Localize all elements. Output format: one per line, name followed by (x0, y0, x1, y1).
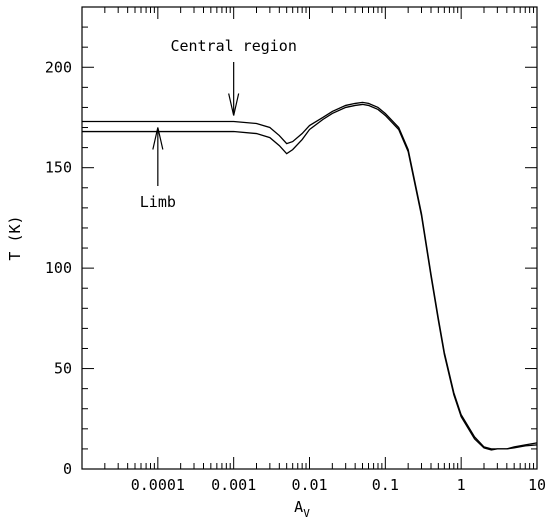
x-tick-label: 0.1 (372, 476, 399, 494)
plot-frame (81, 6, 538, 470)
series-line-2 (82, 103, 538, 451)
y-tick-label: 0 (63, 460, 72, 478)
x-tick-label: 0.001 (211, 476, 256, 494)
x-axis-label-subscript: V (303, 507, 310, 520)
y-tick-label: 150 (45, 159, 72, 177)
y-tick-label: 50 (54, 360, 72, 378)
series-layer (82, 101, 538, 451)
central-region-label: Central region (170, 37, 296, 55)
x-tick-label: 1 (457, 476, 466, 494)
y-axis-label: T (K) (6, 215, 24, 260)
axes-frame (81, 6, 538, 470)
central-region-arrowhead (228, 93, 240, 116)
x-axis-label: AV (294, 498, 310, 520)
y-tick-label: 100 (45, 259, 72, 277)
x-tick-label: 0.01 (291, 476, 327, 494)
y-tick-label: 200 (45, 58, 72, 76)
ticks (81, 6, 538, 470)
series-line-1 (82, 101, 538, 450)
x-tick-label: 10 (528, 476, 546, 494)
limb-arrowhead (152, 127, 164, 150)
x-tick-label: 0.0001 (131, 476, 185, 494)
annotation-layer: Central region Limb (140, 37, 297, 211)
limb-label: Limb (140, 193, 176, 211)
